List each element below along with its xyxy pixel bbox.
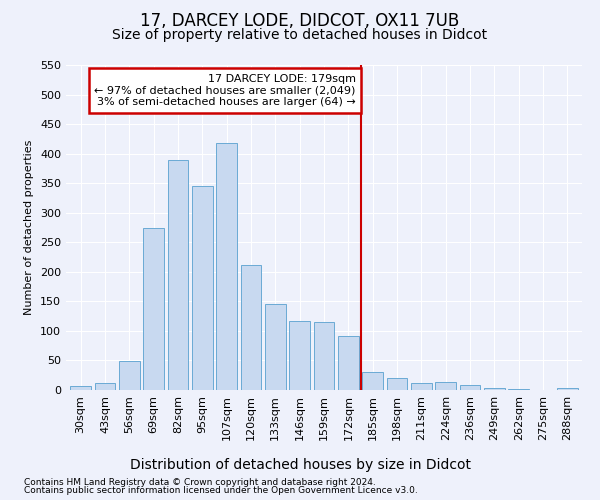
Bar	[167, 160, 188, 390]
Bar	[289, 322, 310, 390]
Bar	[557, 388, 578, 390]
Bar	[70, 386, 91, 390]
Text: Contains public sector information licensed under the Open Government Licence v3: Contains public sector information licen…	[24, 486, 418, 495]
Text: Contains HM Land Registry data © Crown copyright and database right 2024.: Contains HM Land Registry data © Crown c…	[24, 478, 376, 487]
Bar	[119, 361, 140, 390]
Bar	[216, 143, 237, 390]
Bar	[484, 388, 505, 390]
Text: 17, DARCEY LODE, DIDCOT, OX11 7UB: 17, DARCEY LODE, DIDCOT, OX11 7UB	[140, 12, 460, 30]
Text: Size of property relative to detached houses in Didcot: Size of property relative to detached ho…	[112, 28, 488, 42]
Text: 17 DARCEY LODE: 179sqm
← 97% of detached houses are smaller (2,049)
3% of semi-d: 17 DARCEY LODE: 179sqm ← 97% of detached…	[94, 74, 356, 107]
Bar	[338, 336, 359, 390]
Bar	[436, 382, 456, 390]
Bar	[143, 228, 164, 390]
Bar	[241, 264, 262, 390]
Bar	[386, 378, 407, 390]
Bar	[362, 372, 383, 390]
Bar	[314, 322, 334, 390]
Bar	[460, 386, 481, 390]
Bar	[265, 304, 286, 390]
Bar	[411, 383, 432, 390]
Bar	[192, 186, 212, 390]
Y-axis label: Number of detached properties: Number of detached properties	[25, 140, 34, 315]
Bar	[95, 383, 115, 390]
Text: Distribution of detached houses by size in Didcot: Distribution of detached houses by size …	[130, 458, 470, 472]
